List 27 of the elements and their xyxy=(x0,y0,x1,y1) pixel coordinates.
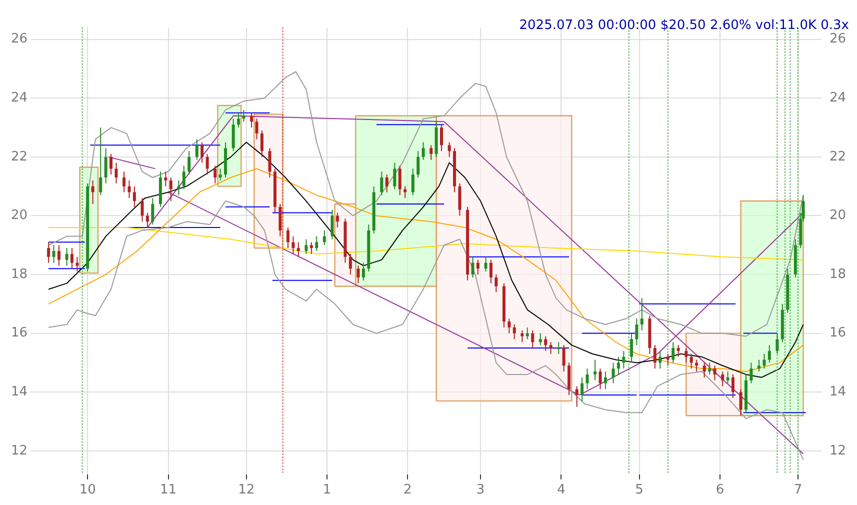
y-tick-label: 22 xyxy=(10,149,28,164)
y2-tick-label: 20 xyxy=(829,208,846,224)
y-tick-label: 24 xyxy=(10,90,28,106)
x-tick-label: 2 xyxy=(404,482,412,498)
x-tick-label: 11 xyxy=(160,482,177,498)
y-tick-label: 20 xyxy=(10,208,28,224)
y2-tick-label: 14 xyxy=(829,384,846,400)
x-tick-label: 5 xyxy=(635,482,644,498)
x-tick-label: 10 xyxy=(79,482,96,498)
y2-tick-label: 18 xyxy=(829,266,846,282)
y-tick-label: 26 xyxy=(10,32,28,47)
x-tick-label: 7 xyxy=(794,482,802,498)
y2-tick-label: 26 xyxy=(829,32,846,47)
y2-tick-label: 12 xyxy=(829,443,846,458)
chart-title: 2025.07.03 00:00:00 $20.50 2.60% vol:11.0K 0.3x xyxy=(519,18,850,34)
y2-tick-label: 16 xyxy=(829,326,846,341)
y2-tick-label: 22 xyxy=(829,149,846,164)
x-tick-label: 6 xyxy=(716,482,724,498)
y-tick-label: 18 xyxy=(10,266,28,282)
y2-tick-label: 24 xyxy=(829,90,846,106)
x-tick-label: 12 xyxy=(238,482,255,498)
y-tick-label: 16 xyxy=(10,326,28,341)
x-tick-label: 3 xyxy=(476,482,485,498)
y-tick-label: 14 xyxy=(10,384,28,400)
x-tick-label: 4 xyxy=(557,482,566,498)
x-tick-label: 1 xyxy=(322,482,332,498)
y-tick-label: 12 xyxy=(10,443,28,458)
